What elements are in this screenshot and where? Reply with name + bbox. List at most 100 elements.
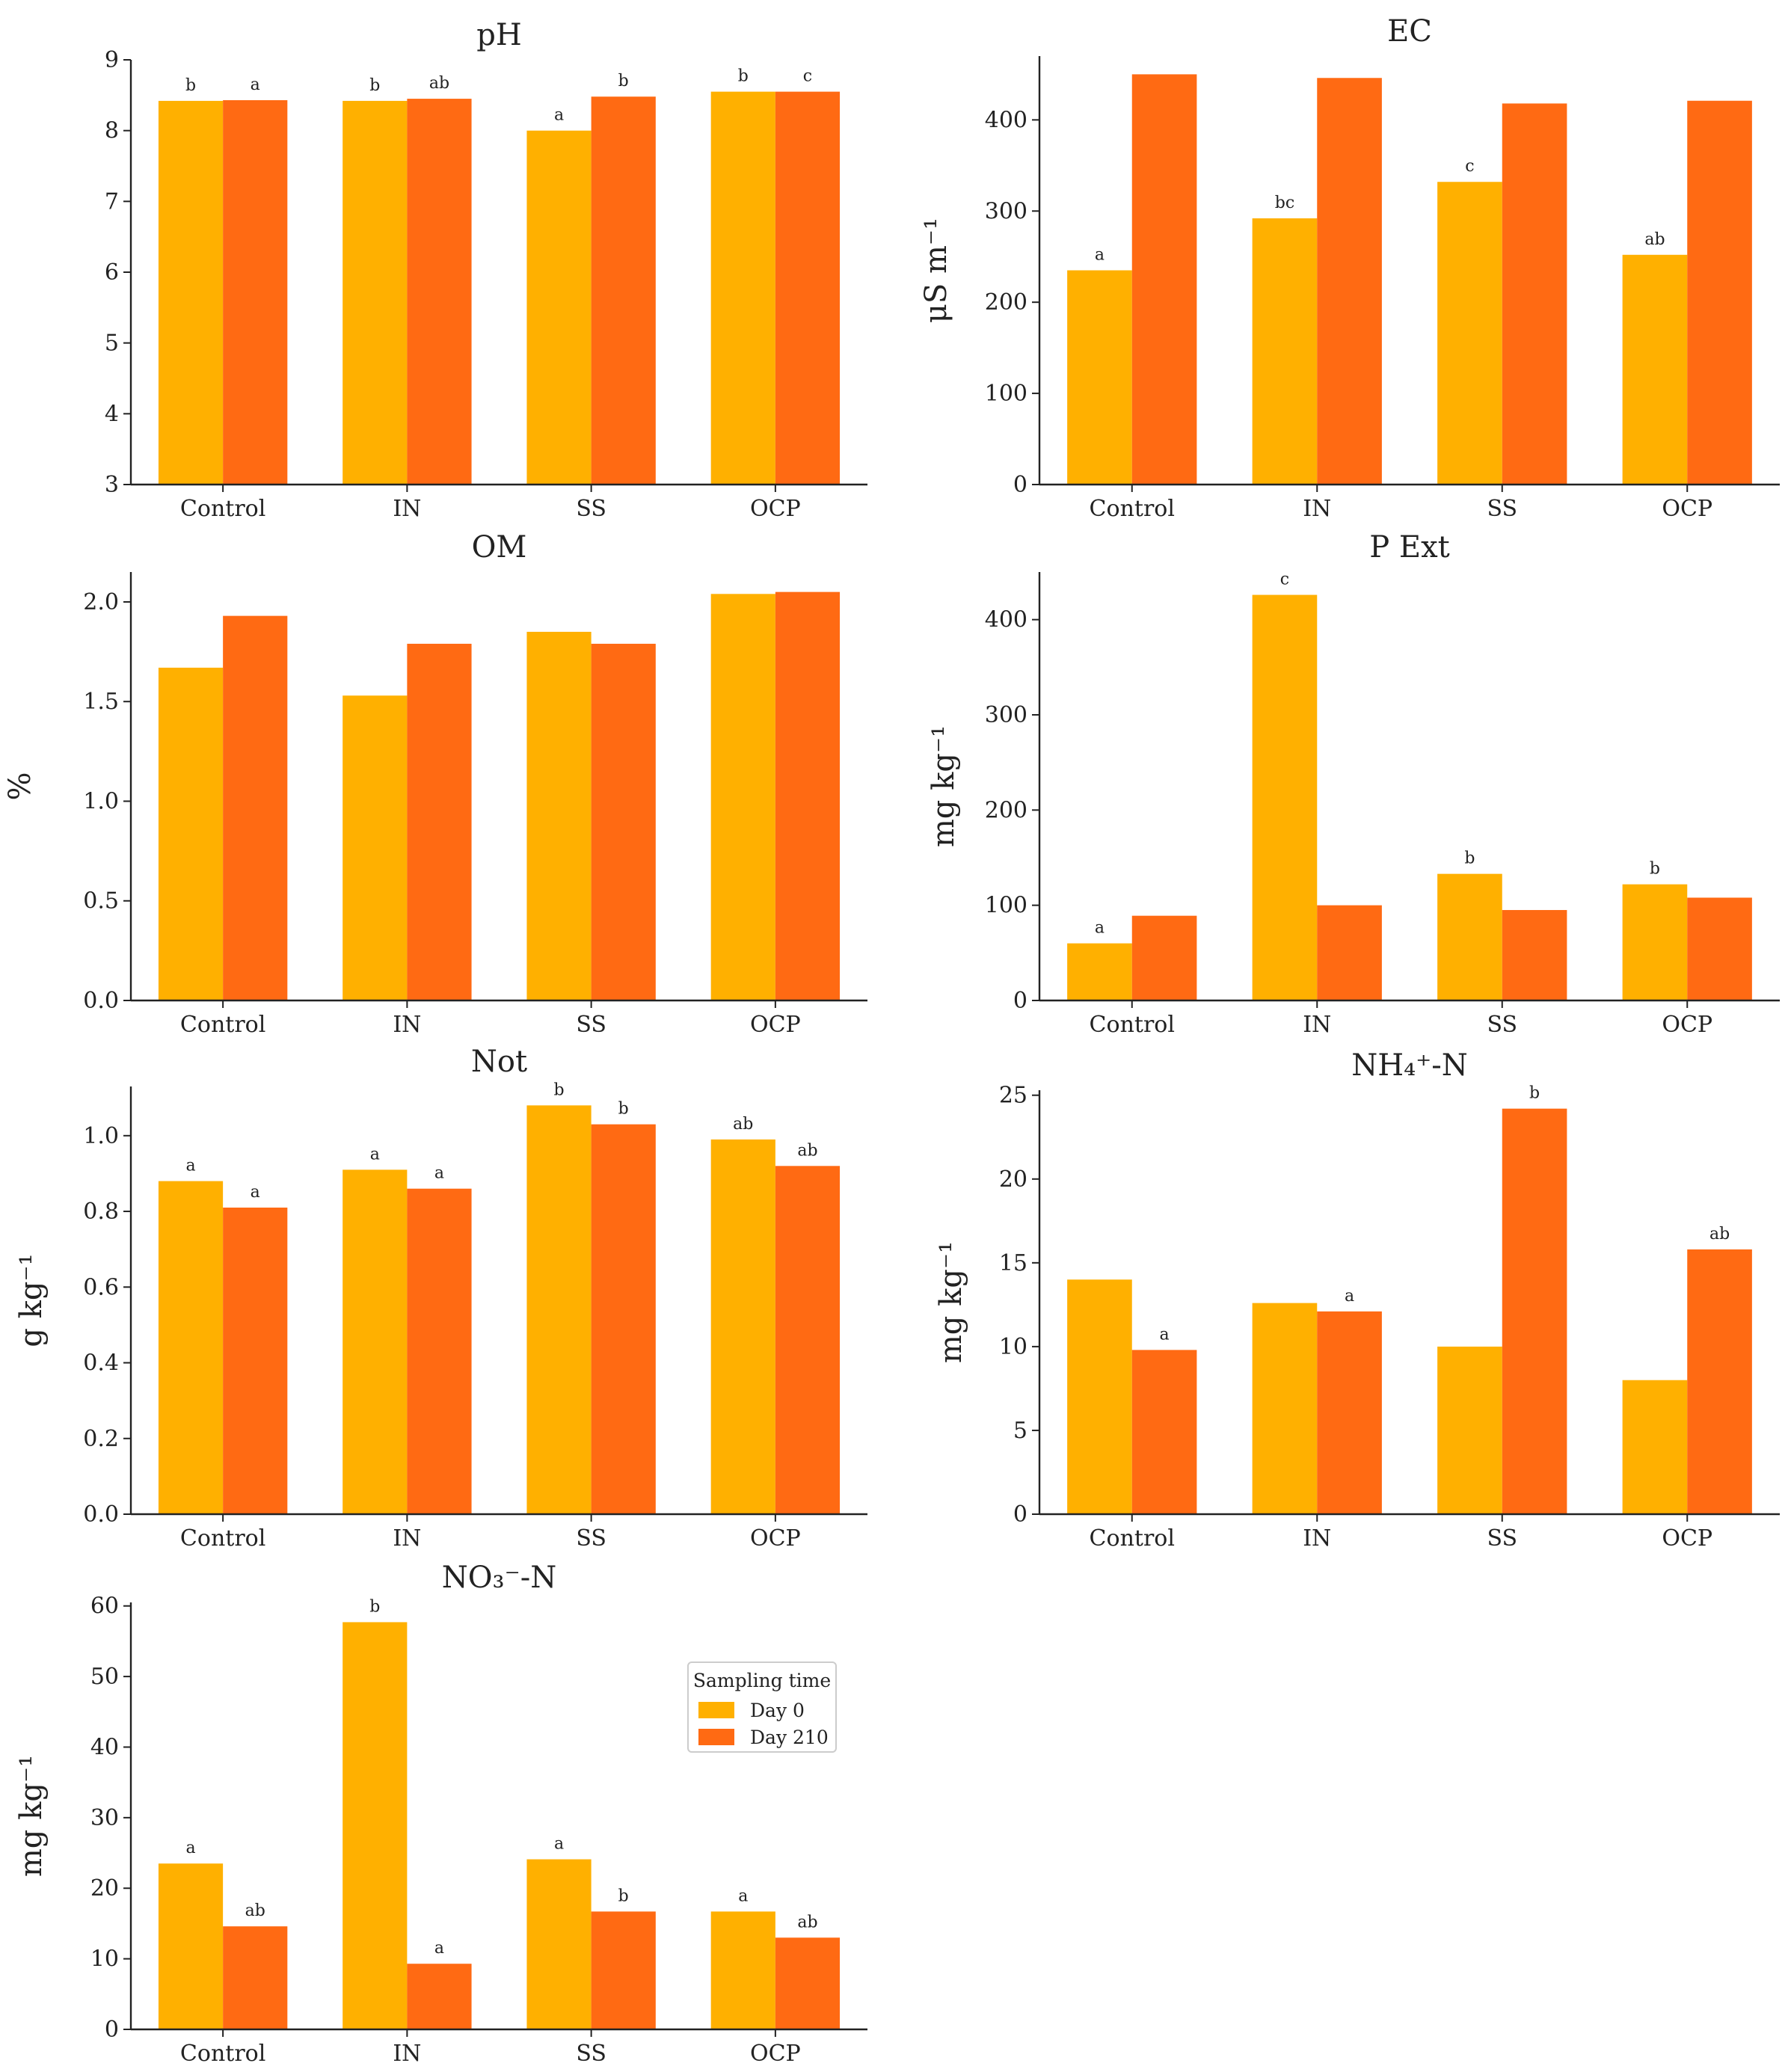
- y-tick-label: 20: [90, 1875, 119, 1902]
- significance-letter: a: [1095, 246, 1105, 265]
- y-tick-label: 10: [999, 1334, 1027, 1360]
- bar-day-0-control: [1067, 1279, 1132, 1514]
- significance-letter: b: [1529, 1084, 1540, 1103]
- y-tick-label: 5: [1013, 1418, 1027, 1444]
- chart-title: pH: [476, 18, 522, 52]
- bar-day-0-in: [342, 1169, 408, 1514]
- y-axis-label: μS m⁻¹: [919, 218, 953, 323]
- bar-day-0-ocp: [1622, 1380, 1688, 1514]
- x-tick-label: SS: [1487, 1012, 1517, 1038]
- y-tick-label: 25: [999, 1083, 1027, 1109]
- y-axis-label: g kg⁻¹: [14, 1253, 49, 1347]
- x-tick-label: SS: [576, 496, 606, 522]
- chart-title: NO₃⁻-N: [442, 1561, 556, 1595]
- x-tick-label: IN: [1303, 496, 1331, 522]
- bar-day-0-ocp: [710, 1911, 775, 2029]
- x-tick-label: IN: [393, 496, 421, 522]
- chart-title: OM: [472, 530, 527, 565]
- bar-day-210-control: [223, 1926, 288, 2029]
- significance-letter: a: [434, 1939, 444, 1958]
- y-tick-label: 6: [105, 259, 119, 286]
- y-tick-label: 40: [90, 1734, 119, 1760]
- bar-day-210-control: [1131, 1350, 1197, 1514]
- y-tick-label: 1.5: [83, 689, 119, 715]
- y-tick-label: 200: [985, 797, 1027, 823]
- x-tick-label: OCP: [1662, 1525, 1712, 1552]
- bar-day-210-ss: [591, 643, 656, 1000]
- x-tick-label: IN: [393, 2041, 421, 2067]
- legend: Sampling time Day 0 Day 210: [687, 1661, 837, 1753]
- bar-day-210-ss: [1502, 910, 1567, 1000]
- bar-day-210-control: [223, 1207, 288, 1514]
- bar-day-210-ss: [1502, 103, 1567, 485]
- y-tick-label: 0.2: [83, 1426, 119, 1452]
- significance-letter: b: [618, 1100, 629, 1119]
- y-tick-label: 3: [105, 472, 119, 498]
- significance-letter: a: [554, 106, 564, 125]
- bar-day-210-in: [407, 99, 472, 485]
- x-tick-label: OCP: [750, 1525, 801, 1552]
- bar-day-0-control: [1067, 270, 1132, 485]
- bar-day-0-in: [342, 1622, 408, 2029]
- significance-letter: a: [185, 1839, 195, 1857]
- y-axis-label: %: [3, 772, 37, 800]
- significance-letter: bc: [1275, 194, 1294, 212]
- bar-day-0-control: [158, 100, 224, 485]
- y-tick-label: 1.0: [83, 788, 119, 814]
- x-tick-label: Control: [1090, 1525, 1175, 1552]
- significance-letter: a: [1160, 1325, 1170, 1344]
- bar-day-0-ss: [526, 1105, 592, 1514]
- bar-day-210-ss: [1502, 1108, 1567, 1514]
- significance-letter: b: [553, 1080, 564, 1099]
- significance-letter: ab: [1644, 230, 1665, 249]
- y-tick-label: 7: [105, 188, 119, 215]
- bar-day-0-ss: [526, 130, 592, 485]
- x-tick-label: IN: [393, 1525, 421, 1552]
- x-tick-label: SS: [1487, 496, 1517, 522]
- bar-day-210-ss: [591, 1124, 656, 1514]
- bar-day-210-ocp: [775, 1166, 841, 1514]
- y-tick-label: 2.0: [83, 589, 119, 615]
- y-tick-label: 0.0: [83, 1501, 119, 1528]
- x-tick-label: Control: [1090, 1012, 1175, 1038]
- x-tick-label: Control: [180, 1012, 265, 1038]
- significance-letter: b: [1650, 860, 1660, 879]
- bar-day-0-in: [1252, 594, 1318, 1000]
- chart-title: Not: [471, 1045, 527, 1079]
- bar-day-210-control: [1131, 74, 1197, 485]
- y-tick-label: 8: [105, 118, 119, 144]
- legend-item-label: Day 0: [750, 1700, 805, 1721]
- significance-letter: b: [618, 72, 629, 90]
- chart-pext: P Ext mg kg⁻¹ a c b b 0 100 200 300 400 Control IN SS…: [927, 530, 1780, 1038]
- significance-letter: a: [434, 1164, 444, 1183]
- bar-day-0-ss: [1437, 1346, 1502, 1514]
- bar-day-210-ocp: [775, 1937, 841, 2029]
- bar-day-0-control: [1067, 943, 1132, 1000]
- bar-day-0-ocp: [710, 594, 775, 1000]
- x-tick-label: IN: [1303, 1525, 1331, 1552]
- chart-title: P Ext: [1369, 530, 1449, 565]
- legend-swatch-day-0: [698, 1702, 734, 1718]
- significance-letter: c: [1465, 157, 1474, 176]
- y-tick-label: 200: [985, 289, 1027, 316]
- significance-letter: a: [1095, 919, 1105, 938]
- significance-letter: a: [1345, 1287, 1354, 1306]
- legend-item-label: Day 210: [750, 1727, 829, 1748]
- bar-day-0-ss: [526, 1859, 592, 2029]
- y-tick-label: 0.8: [83, 1199, 119, 1225]
- y-tick-label: 0.6: [83, 1274, 119, 1300]
- bar-day-0-in: [1252, 218, 1318, 485]
- bar-day-0-control: [158, 667, 224, 1000]
- y-tick-label: 0.5: [83, 888, 119, 914]
- y-tick-label: 10: [90, 1946, 119, 1973]
- chart-no3: NO₃⁻-Nmg kg⁻¹ abaaababab0102030405060Cont…: [14, 1561, 867, 2067]
- x-tick-label: SS: [1487, 1525, 1517, 1552]
- y-tick-label: 400: [985, 607, 1027, 633]
- y-tick-label: 0.4: [83, 1350, 119, 1377]
- bar-day-210-ss: [591, 96, 656, 485]
- y-tick-label: 300: [985, 702, 1027, 728]
- y-tick-label: 1.0: [83, 1123, 119, 1149]
